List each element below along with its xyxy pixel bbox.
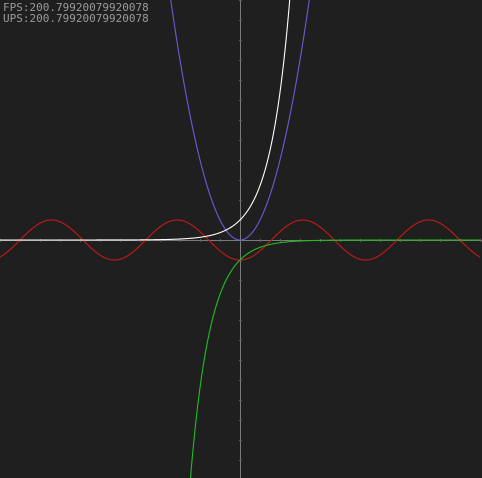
curve-parabola bbox=[170, 0, 310, 241]
curve-negexp bbox=[189, 239, 481, 478]
ups-readout: UPS:200.79920079920078 bbox=[3, 12, 149, 25]
fps-readout: FPS:200.79920079920078 bbox=[3, 1, 149, 14]
curve-exp bbox=[0, 0, 291, 241]
